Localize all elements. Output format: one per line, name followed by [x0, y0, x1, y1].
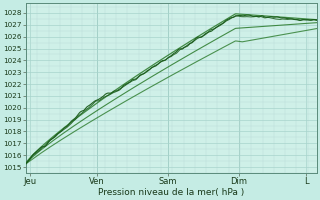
X-axis label: Pression niveau de la mer( hPa ): Pression niveau de la mer( hPa ) — [98, 188, 244, 197]
